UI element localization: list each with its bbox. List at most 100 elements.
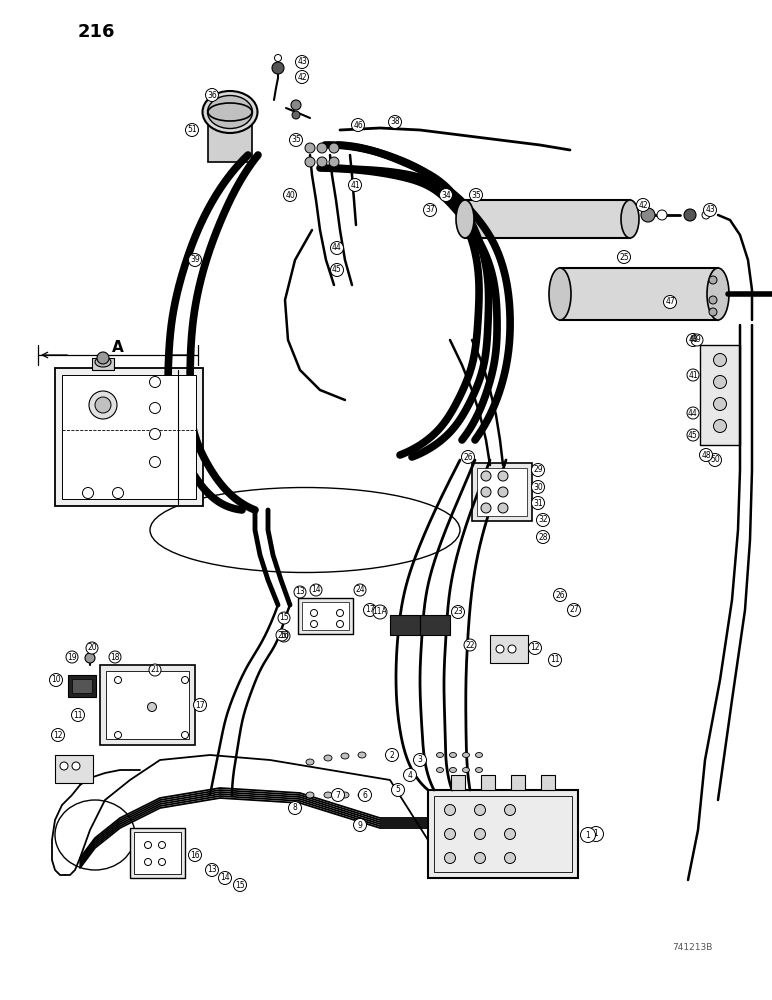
Text: 50: 50 [710, 456, 720, 464]
Text: 19: 19 [67, 652, 76, 662]
Circle shape [475, 804, 486, 816]
Circle shape [504, 804, 516, 816]
Circle shape [498, 487, 508, 497]
Circle shape [147, 702, 157, 712]
Circle shape [329, 157, 339, 167]
Text: A: A [112, 340, 124, 356]
Bar [390, 615, 420, 635]
Circle shape [66, 651, 78, 663]
Bar [106, 671, 189, 739]
Text: 3: 3 [418, 756, 422, 764]
Text: 4: 4 [408, 770, 412, 780]
Circle shape [194, 698, 206, 712]
Text: 24: 24 [355, 585, 365, 594]
Circle shape [310, 609, 317, 616]
Bar [420, 615, 450, 635]
Bar [541, 775, 555, 790]
Text: 35: 35 [471, 190, 481, 200]
Circle shape [481, 503, 491, 513]
Ellipse shape [95, 357, 111, 367]
Circle shape [188, 253, 201, 266]
Bar [62, 375, 196, 499]
Circle shape [150, 456, 161, 468]
Ellipse shape [202, 91, 258, 133]
Ellipse shape [208, 103, 252, 121]
Circle shape [554, 588, 567, 601]
Circle shape [348, 178, 361, 192]
Ellipse shape [208, 96, 252, 128]
Text: 41: 41 [350, 180, 360, 190]
Ellipse shape [707, 268, 729, 320]
Ellipse shape [621, 200, 639, 238]
Ellipse shape [436, 768, 443, 772]
Circle shape [439, 188, 452, 202]
Text: 40: 40 [285, 190, 295, 200]
Circle shape [663, 296, 676, 308]
Bar [130, 828, 185, 878]
Bar [472, 463, 532, 521]
Circle shape [469, 188, 482, 202]
Circle shape [305, 143, 315, 153]
Circle shape [290, 133, 303, 146]
Text: 1: 1 [594, 830, 598, 838]
Circle shape [713, 375, 726, 388]
Text: 11: 11 [550, 656, 560, 664]
Bar [451, 775, 465, 790]
Text: 46: 46 [353, 120, 363, 129]
Text: 48: 48 [688, 336, 698, 344]
Circle shape [291, 100, 301, 110]
Circle shape [537, 530, 550, 544]
Circle shape [618, 250, 631, 263]
Text: 38: 38 [390, 117, 400, 126]
Text: 11: 11 [73, 710, 83, 720]
Bar [72, 679, 92, 693]
Circle shape [205, 89, 218, 102]
Circle shape [144, 842, 151, 848]
Circle shape [150, 402, 161, 414]
Bar [434, 796, 572, 872]
Ellipse shape [324, 755, 332, 761]
Text: 22: 22 [466, 641, 475, 650]
Circle shape [498, 471, 508, 481]
Text: 10: 10 [51, 676, 61, 684]
Text: 48: 48 [701, 450, 711, 460]
Circle shape [567, 603, 581, 616]
Bar [92, 358, 114, 370]
Circle shape [150, 428, 161, 440]
Circle shape [205, 863, 218, 876]
Circle shape [233, 879, 246, 892]
Circle shape [481, 471, 491, 481]
Circle shape [149, 664, 161, 676]
Circle shape [292, 111, 300, 119]
Circle shape [404, 768, 417, 782]
Ellipse shape [449, 752, 456, 758]
Text: 15: 15 [279, 613, 289, 622]
Ellipse shape [306, 792, 314, 798]
Text: 35: 35 [291, 135, 301, 144]
Circle shape [330, 241, 344, 254]
Ellipse shape [449, 768, 456, 772]
Circle shape [684, 209, 696, 221]
Circle shape [504, 828, 516, 840]
Bar [55, 755, 93, 783]
Text: 16: 16 [190, 850, 200, 859]
Bar [560, 268, 718, 320]
Text: 44: 44 [688, 408, 698, 418]
Text: 30: 30 [533, 483, 543, 491]
Text: 216: 216 [78, 23, 116, 41]
Circle shape [686, 334, 699, 347]
Ellipse shape [549, 268, 571, 320]
Text: 25: 25 [619, 252, 629, 261]
Circle shape [144, 858, 151, 865]
Circle shape [109, 651, 121, 663]
Circle shape [83, 488, 93, 498]
Text: 42: 42 [638, 200, 648, 210]
Circle shape [275, 54, 282, 62]
Circle shape [581, 828, 595, 842]
Text: 12: 12 [53, 730, 63, 740]
Circle shape [445, 804, 455, 816]
Text: 20: 20 [87, 644, 96, 652]
Circle shape [531, 481, 544, 493]
Circle shape [713, 354, 726, 366]
Circle shape [687, 429, 699, 441]
